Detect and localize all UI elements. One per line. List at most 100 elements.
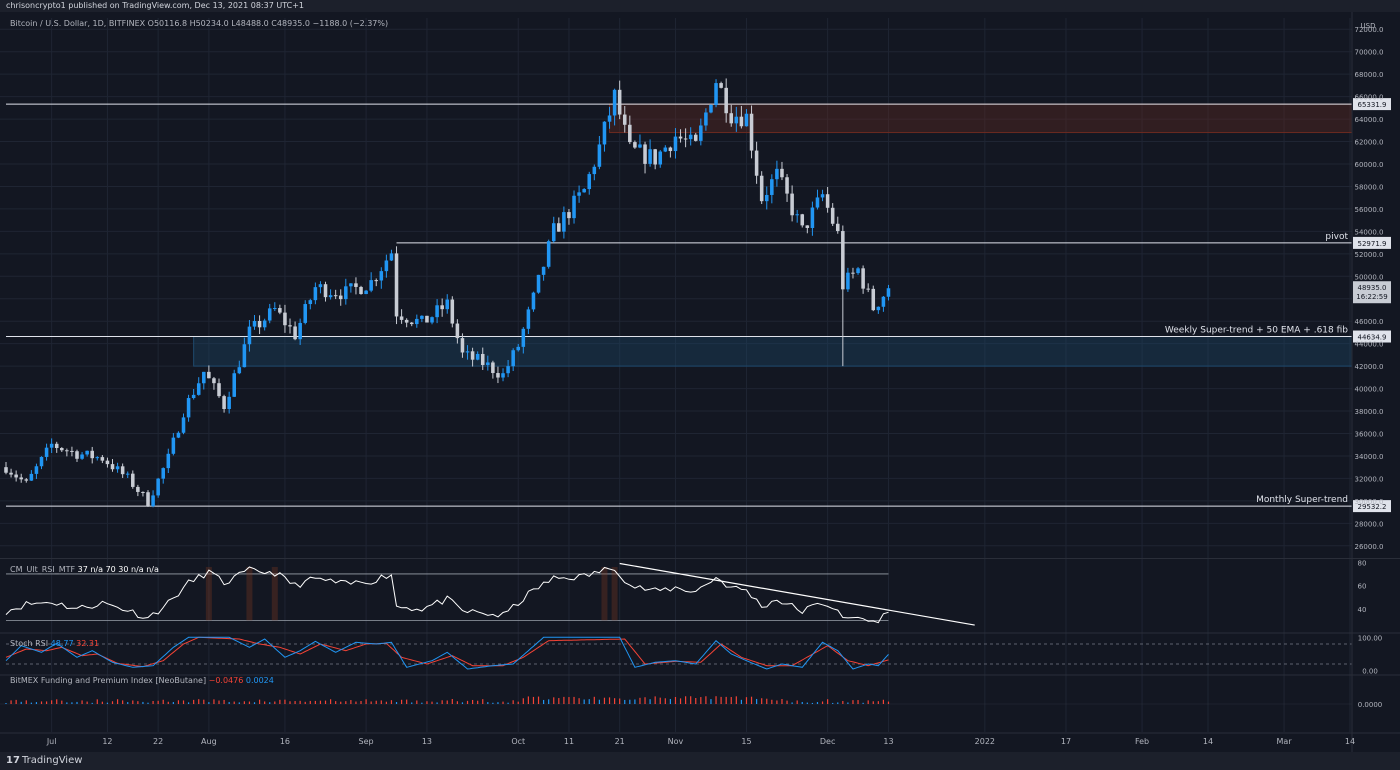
funding-bar: [335, 701, 337, 704]
funding-bar: [319, 700, 322, 704]
funding-bar: [471, 699, 474, 704]
candle-body: [333, 295, 338, 297]
candle-body: [344, 286, 348, 300]
funding-bar: [720, 696, 722, 704]
funding-tick-label: 0.0000: [1358, 701, 1383, 709]
candle-body: [455, 323, 460, 339]
time-tick-label: Mar: [1277, 737, 1293, 746]
candle-body: [374, 280, 379, 282]
candle-body: [237, 367, 242, 374]
candle-body: [131, 473, 135, 487]
candle-body: [886, 288, 891, 297]
funding-bar: [725, 696, 727, 704]
funding-bar: [111, 701, 114, 704]
funding-bar: [461, 702, 464, 704]
funding-bar: [776, 700, 778, 704]
funding-bar: [446, 700, 448, 704]
level-price-tag: [1353, 98, 1391, 111]
stoch-tick-label: 100.00: [1358, 634, 1383, 642]
candle-body: [658, 151, 663, 165]
funding-bar: [66, 702, 68, 704]
candle-body: [308, 300, 313, 305]
funding-bar: [198, 699, 200, 704]
candle-body: [744, 113, 749, 127]
candle-body: [39, 456, 44, 467]
last-price-tag: [1353, 281, 1391, 304]
funding-bar: [375, 700, 377, 704]
candle-body: [501, 373, 505, 378]
price-tick-label: 46000.0: [1355, 318, 1384, 326]
funding-bar: [553, 697, 555, 704]
stoch-legend: Stoch RSI 48.77 32.31: [10, 639, 99, 648]
funding-bar: [147, 702, 149, 704]
candle-body: [435, 305, 439, 318]
price-axis: 65331.9 52971.9 44634.9 29532.2 26000.0 28000…: [1351, 12, 1391, 752]
time-tick-label: 2022: [975, 737, 995, 746]
candle-body: [212, 378, 216, 384]
currency-label: USD: [1361, 22, 1376, 30]
price-tick-label: 40000.0: [1355, 386, 1384, 394]
candle-body: [704, 112, 708, 126]
candle-body: [663, 147, 668, 152]
rsi-ob-highlight: [246, 566, 253, 621]
funding-bar: [766, 698, 768, 704]
price-tick-label: 70000.0: [1355, 49, 1384, 57]
candle-body: [653, 149, 657, 165]
stoch-d-line: [5, 636, 889, 668]
funding-bar: [86, 701, 88, 704]
funding-bar: [548, 699, 550, 704]
rsi-ob-highlight: [601, 566, 608, 621]
funding-bar: [421, 702, 423, 704]
candle-body: [754, 150, 759, 176]
funding-bar: [61, 700, 63, 704]
candle-body: [394, 253, 399, 317]
candle-body: [354, 283, 358, 287]
candle-body: [460, 338, 465, 353]
price-tick-label: 42000.0: [1355, 363, 1384, 371]
candle-body: [115, 466, 120, 470]
candle-body: [95, 457, 100, 459]
candle-body: [562, 212, 566, 232]
funding-bar: [340, 701, 342, 704]
candle-body: [65, 450, 69, 452]
candle-body: [729, 113, 734, 124]
candle-body: [349, 283, 353, 287]
candle-body: [120, 466, 125, 475]
candle-body: [881, 296, 886, 307]
candle-body: [369, 280, 373, 291]
candle-body: [587, 174, 592, 190]
candle-body: [136, 486, 140, 492]
level-price-tag: [1353, 330, 1391, 343]
funding-bar: [5, 702, 7, 704]
time-tick-label: Feb: [1135, 737, 1149, 746]
candle-body: [531, 292, 536, 310]
candle-body: [846, 272, 850, 290]
funding-bar: [380, 700, 382, 704]
candle-body: [105, 460, 110, 465]
funding-bar: [512, 700, 514, 704]
horizontal-levels: pivot Weekly Super-trend + 50 EMA + .618 …: [6, 103, 1352, 507]
candle-body: [724, 87, 728, 114]
rsi-trendline: [619, 562, 975, 626]
price-tick-label: 54000.0: [1355, 228, 1384, 236]
rsi-ob-highlight: [205, 566, 212, 621]
funding-bar: [385, 701, 387, 704]
candle-body: [364, 290, 368, 295]
price-tick-label: 50000.0: [1355, 273, 1384, 281]
chart-canvas[interactable]: pivot Weekly Super-trend + 50 EMA + .618 …: [0, 12, 1400, 752]
funding-bar: [669, 698, 671, 704]
funding-bar: [360, 700, 362, 704]
funding-bar: [233, 701, 235, 704]
rsi-tick-label: 80: [1358, 559, 1367, 567]
time-tick-label: Oct: [511, 737, 525, 746]
rsi-line: [5, 566, 889, 624]
candle-body: [29, 473, 34, 481]
funding-bar: [598, 699, 600, 704]
candle-body: [633, 142, 637, 148]
candle-body: [851, 272, 855, 274]
candle-body: [805, 225, 810, 228]
candle-body: [450, 299, 455, 324]
funding-bar: [416, 700, 418, 704]
funding-bar: [345, 701, 347, 704]
funding-bar: [177, 700, 180, 704]
